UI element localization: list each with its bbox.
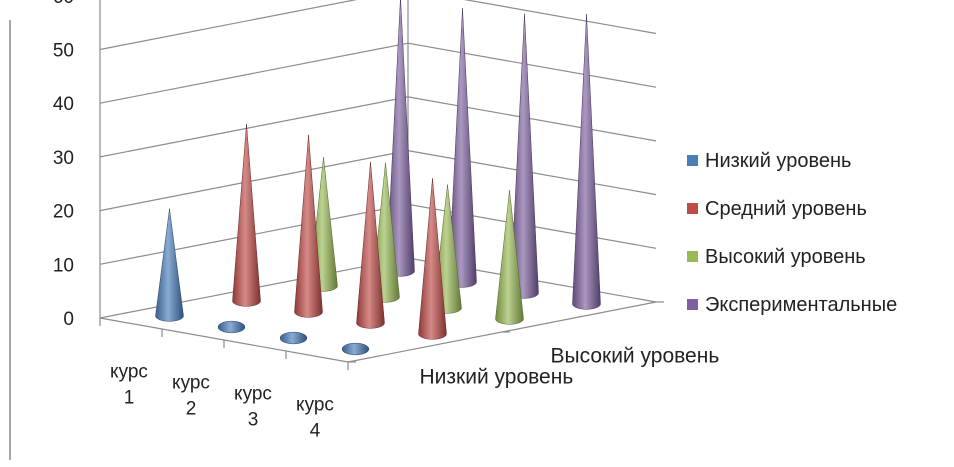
legend-label: Низкий уровень <box>705 150 851 172</box>
cone <box>155 208 184 322</box>
side-gridline <box>99 42 409 104</box>
legend-item: Низкий уровень <box>687 150 851 172</box>
y-tick-label: 60 <box>53 0 74 8</box>
cone-series <box>155 0 601 356</box>
category-label: курс 2 <box>172 373 210 420</box>
cone-body <box>495 190 524 325</box>
cone-base <box>217 320 246 334</box>
legend-item: Экспериментальные <box>687 294 897 316</box>
legend-swatch <box>687 299 698 310</box>
legend: Низкий уровень Средний уровень Высокий уро… <box>687 150 897 316</box>
y-axis-ticks: 0 10 20 30 40 50 60 <box>53 0 74 330</box>
cone <box>356 161 385 329</box>
legend-swatch <box>687 251 698 262</box>
depth-label-front: Низкий уровень <box>420 366 574 389</box>
category-label: курс 4 <box>296 395 334 442</box>
cone-body <box>572 14 601 310</box>
legend-swatch <box>687 155 698 166</box>
cone-base <box>341 342 370 356</box>
cone-body <box>294 134 323 318</box>
back-gridline <box>463 0 657 35</box>
cone <box>232 123 261 307</box>
cone-body <box>356 161 385 329</box>
legend-item: Средний уровень <box>687 198 867 220</box>
cone <box>294 134 323 318</box>
y-tick-label: 40 <box>53 94 74 115</box>
side-gridline <box>99 0 358 51</box>
side-gridline <box>99 150 409 212</box>
cone-body <box>155 208 184 322</box>
y-tick-label: 0 <box>63 309 74 330</box>
legend-swatch <box>687 203 698 214</box>
cone-body <box>418 178 447 340</box>
category-label: курс 3 <box>234 384 272 431</box>
y-tick-label: 10 <box>53 255 74 276</box>
category-label: курс 1 <box>110 362 148 409</box>
back-gridline <box>407 96 657 142</box>
side-gridline <box>99 96 409 158</box>
cone <box>418 178 447 340</box>
back-gridline <box>407 42 657 88</box>
cone-base <box>279 331 308 345</box>
cone <box>495 190 524 325</box>
x-axis-labels: курс 1 курс 2 курс 3 курс 4 <box>110 362 334 442</box>
legend-item: Высокий уровень <box>687 246 866 268</box>
depth-label-back: Высокий уровень <box>551 345 720 368</box>
cone <box>572 14 601 310</box>
y-tick-label: 20 <box>53 202 74 223</box>
legend-label: Экспериментальные <box>705 294 897 316</box>
cone-body <box>232 123 261 307</box>
y-tick-label: 50 <box>53 41 74 62</box>
y-tick-label: 30 <box>53 148 74 169</box>
legend-label: Средний уровень <box>705 198 867 220</box>
legend-label: Высокий уровень <box>705 246 866 268</box>
